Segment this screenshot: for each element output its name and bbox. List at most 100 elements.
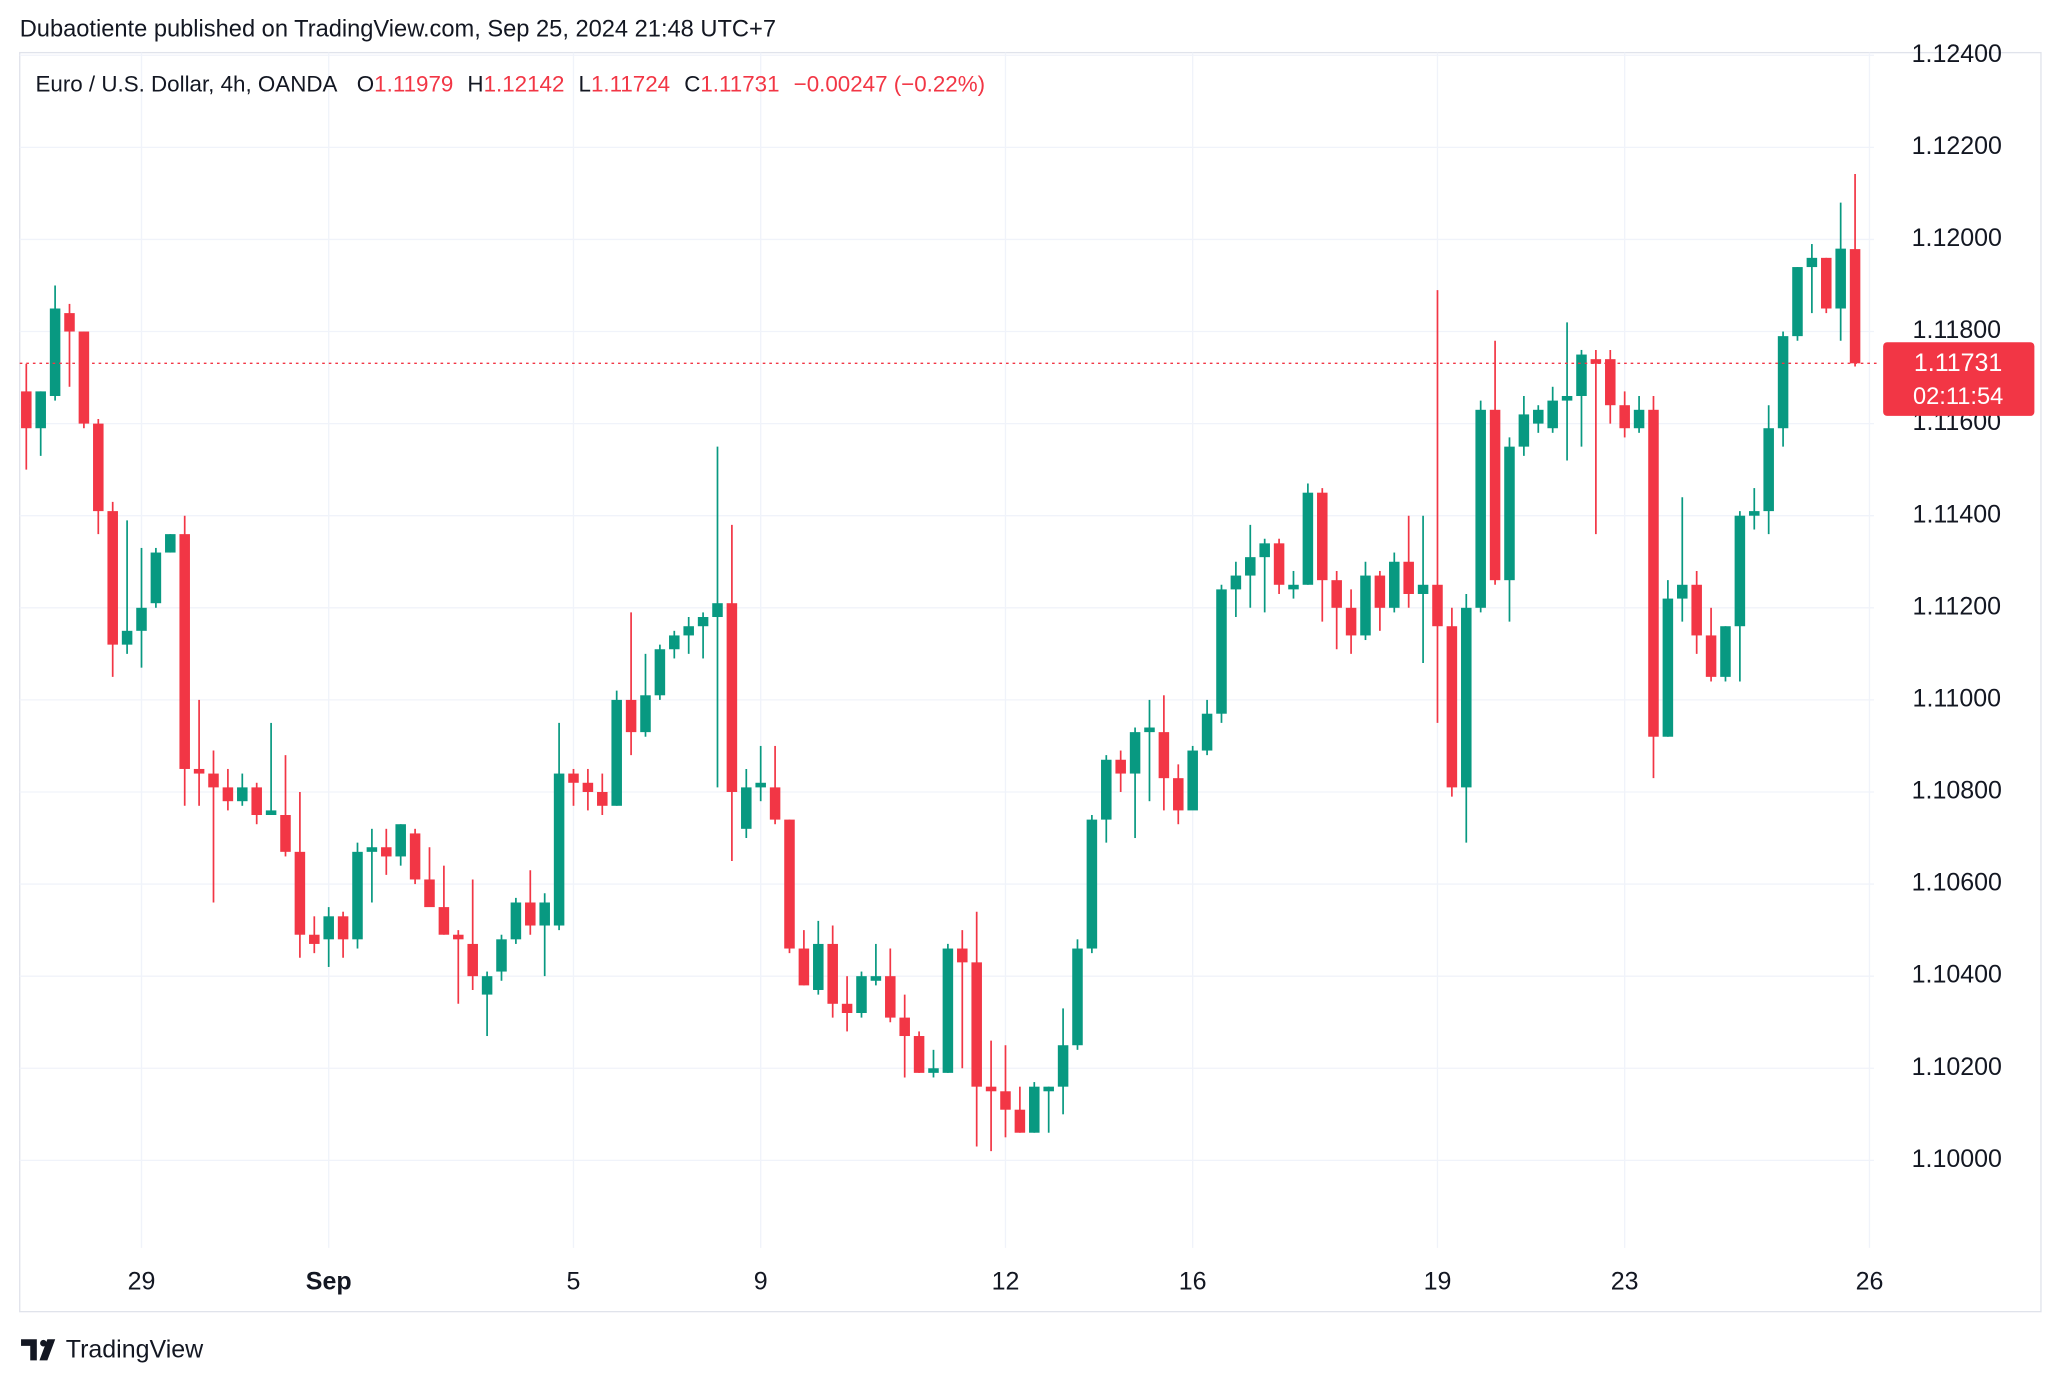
candle-body — [1259, 543, 1270, 558]
candle-body — [669, 635, 680, 650]
candle-body — [1734, 515, 1746, 627]
candle-body — [1245, 557, 1256, 576]
candle-body — [1590, 359, 1602, 364]
candle-body — [208, 773, 219, 788]
header-bg — [0, 0, 2062, 50]
candle-body — [856, 976, 867, 1014]
candle-body — [928, 1068, 939, 1073]
candle-body — [78, 331, 90, 424]
candle-body — [726, 603, 738, 792]
candle-body — [1216, 589, 1227, 714]
candle-body — [1446, 626, 1458, 788]
candle-body — [1158, 732, 1170, 779]
label: H — [467, 71, 483, 96]
candle-body — [1475, 409, 1486, 608]
change: −0.00247 (−0.22%) — [794, 71, 985, 96]
candle-body — [237, 787, 248, 802]
candle-body — [1417, 584, 1429, 594]
candle-body — [1317, 492, 1328, 581]
y-tick-label: 1.11000 — [1913, 684, 2001, 712]
candle-body — [1461, 607, 1472, 788]
candle-body — [1273, 543, 1285, 585]
candle-body — [769, 787, 781, 820]
candle-body — [1288, 584, 1299, 590]
y-tick-label: 1.10400 — [1912, 961, 2002, 989]
value: 1.12142 — [484, 71, 565, 96]
candle-body — [481, 976, 493, 995]
candle-body — [424, 879, 435, 908]
candle-body — [784, 819, 795, 949]
candle-body — [1072, 948, 1083, 1046]
y-tick-label: 1.12200 — [1912, 132, 2002, 160]
candle-body — [654, 649, 666, 696]
x-tick-label: 26 — [1856, 1267, 1884, 1295]
candle-body — [683, 626, 694, 636]
candle-body — [467, 943, 478, 977]
candle-body — [136, 607, 147, 631]
candle-body — [107, 511, 118, 645]
candle-body — [1619, 405, 1630, 429]
candle-body — [294, 851, 306, 935]
candle-body — [611, 699, 622, 806]
label: L — [579, 71, 591, 96]
candle-body — [1605, 359, 1616, 406]
logo — [21, 1339, 56, 1361]
candle-body — [1014, 1109, 1026, 1133]
candle-body — [150, 552, 162, 604]
candle-body — [899, 1017, 910, 1037]
candle-body — [625, 699, 637, 733]
candle-body — [337, 916, 349, 940]
candle-body — [93, 423, 104, 512]
candle-body — [64, 313, 75, 332]
candle-body — [1389, 561, 1400, 608]
candle-body — [597, 791, 608, 806]
candle-body — [841, 1003, 853, 1014]
candle-body — [582, 782, 594, 792]
candle-body — [1705, 635, 1717, 677]
candle-body — [697, 617, 709, 627]
candle-body — [1849, 249, 1861, 364]
candle-body — [1129, 732, 1141, 774]
candle-body — [1749, 511, 1760, 516]
candle-body — [222, 787, 234, 802]
candle-body — [957, 948, 968, 963]
candle-body — [165, 534, 176, 553]
price-tag-countdown: 02:11:54 — [1913, 384, 2003, 410]
candle-body — [1677, 584, 1688, 599]
candle-body — [1576, 354, 1587, 396]
candle-body — [1000, 1091, 1011, 1110]
candle-body — [49, 308, 61, 396]
candle-body — [1057, 1045, 1069, 1087]
candle-body — [1489, 409, 1501, 581]
y-tick-label: 1.10800 — [1912, 777, 2002, 805]
candle-body — [913, 1036, 925, 1073]
candle-body — [1821, 257, 1832, 309]
label: C — [684, 71, 700, 96]
candle-body — [1302, 492, 1314, 585]
candle-body — [265, 810, 277, 816]
candle-body — [280, 815, 291, 852]
y-tick-label: 1.10600 — [1912, 869, 2002, 897]
candle-body — [1345, 607, 1357, 636]
candle-body — [309, 934, 320, 944]
candle-body — [1648, 409, 1659, 737]
candle-body — [395, 824, 406, 857]
candle-body — [179, 534, 190, 769]
brand: TradingView — [66, 1336, 204, 1364]
candle-body — [409, 833, 421, 880]
y-tick-label: 1.10200 — [1912, 1053, 2002, 1081]
y-tick-label: 1.12000 — [1912, 224, 2002, 252]
candle-body — [1518, 414, 1530, 447]
candle-body — [1043, 1086, 1054, 1092]
candle-body — [985, 1086, 997, 1092]
candle-body — [1187, 750, 1198, 811]
price-tag — [1883, 342, 2035, 416]
candle-body — [1561, 395, 1573, 401]
candle-body — [1360, 575, 1371, 636]
candle-body — [525, 902, 536, 926]
candle-body — [741, 787, 752, 829]
candle-body — [1374, 575, 1386, 608]
symbol: Euro / U.S. Dollar, 4h, OANDA — [36, 71, 338, 96]
y-tick-label: 1.11200 — [1913, 592, 2001, 620]
x-tick-label: Sep — [306, 1267, 352, 1295]
